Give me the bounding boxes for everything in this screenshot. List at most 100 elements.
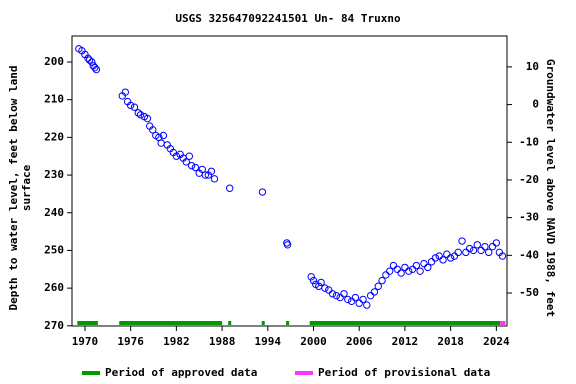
data-point — [351, 293, 360, 302]
x-tick-label: 1976 — [117, 335, 144, 348]
y2-tick-label: 0 — [532, 98, 539, 111]
y-tick-label: 240 — [44, 206, 64, 219]
data-point — [378, 276, 386, 285]
data-point — [321, 284, 329, 292]
data-point — [424, 263, 432, 272]
data-point — [359, 295, 367, 304]
data-point — [157, 139, 165, 147]
data-point — [84, 54, 92, 62]
x-tick-label: 1982 — [163, 335, 190, 348]
data-point — [458, 237, 466, 245]
data-point — [207, 167, 216, 175]
data-point — [121, 88, 130, 96]
data-point — [485, 248, 493, 257]
x-tick-label: 1988 — [209, 335, 236, 348]
y-tick-label: 200 — [44, 55, 64, 68]
data-point — [412, 261, 421, 270]
data-point — [408, 265, 417, 273]
data-point — [454, 248, 462, 257]
data-point — [136, 111, 145, 119]
period-bar — [119, 321, 223, 325]
y-tick-label: 250 — [44, 243, 64, 256]
y-tick-label: 210 — [44, 93, 64, 106]
data-point — [336, 293, 344, 302]
data-point — [344, 295, 352, 304]
data-point — [382, 271, 390, 279]
data-point — [427, 258, 436, 266]
data-point — [416, 267, 424, 275]
data-point — [187, 161, 196, 170]
period-bar — [77, 321, 98, 325]
x-tick-label: 1994 — [255, 335, 282, 348]
data-point — [370, 288, 379, 296]
data-point — [420, 259, 428, 268]
y2-axis-label: Groundwater level above NAVD 1988, feet — [544, 59, 557, 317]
data-point — [498, 252, 507, 260]
plot-frame — [71, 35, 508, 327]
data-point — [130, 103, 139, 111]
data-point — [439, 256, 447, 264]
data-point — [92, 65, 101, 74]
data-point — [363, 301, 371, 309]
data-point — [149, 126, 157, 134]
data-point — [159, 131, 168, 140]
data-point — [325, 286, 333, 294]
y2-tick-label: -40 — [519, 248, 539, 261]
data-point — [405, 267, 413, 275]
x-tick-label: 2006 — [346, 335, 373, 348]
data-point — [473, 241, 481, 249]
data-point — [340, 290, 348, 298]
data-point — [469, 246, 478, 255]
data-point — [431, 254, 440, 262]
y2-tick-label: -50 — [519, 286, 539, 299]
data-point — [172, 152, 181, 160]
data-point — [328, 290, 337, 298]
data-point — [450, 252, 459, 260]
y-tick-label: 230 — [44, 168, 64, 181]
data-point — [389, 261, 398, 270]
data-point — [258, 188, 267, 196]
period-bar — [500, 321, 506, 325]
period-bar — [261, 321, 265, 325]
legend-label: Period of provisional data — [318, 366, 490, 379]
data-point — [91, 63, 99, 72]
y2-tick-label: -10 — [519, 135, 539, 148]
y-axis-label: Depth to water level, feet below land — [7, 65, 20, 310]
data-point — [385, 267, 394, 275]
data-point — [332, 291, 341, 300]
data-point — [481, 242, 489, 251]
data-point — [191, 163, 200, 172]
data-point — [435, 252, 443, 260]
period-bar — [286, 321, 290, 325]
y-axis-label: surface — [20, 164, 33, 211]
data-point — [397, 269, 405, 277]
data-point — [88, 58, 96, 66]
data-point — [309, 276, 318, 285]
data-point — [393, 265, 401, 273]
chart-title: USGS 325647092241501 Un- 84 Truxno — [175, 12, 401, 25]
x-tick-label: 2024 — [483, 335, 510, 348]
x-tick-label: 2018 — [437, 335, 464, 348]
y-tick-label: 260 — [44, 281, 64, 294]
data-point — [401, 263, 409, 272]
data-point — [488, 242, 497, 251]
data-point — [347, 297, 356, 306]
data-point — [134, 109, 142, 117]
data-point — [355, 299, 363, 307]
y2-tick-label: 10 — [526, 60, 539, 73]
legend-label: Period of approved data — [105, 366, 257, 379]
data-point — [446, 254, 455, 262]
period-bar — [309, 321, 501, 325]
data-point — [283, 241, 292, 249]
data-point — [366, 291, 375, 300]
data-point — [182, 158, 190, 166]
data-point — [210, 175, 219, 183]
data-point — [477, 246, 485, 255]
y2-tick-label: -30 — [519, 211, 539, 224]
data-point — [126, 101, 135, 110]
data-point — [185, 152, 194, 160]
data-point — [443, 250, 451, 258]
data-point — [374, 282, 382, 290]
